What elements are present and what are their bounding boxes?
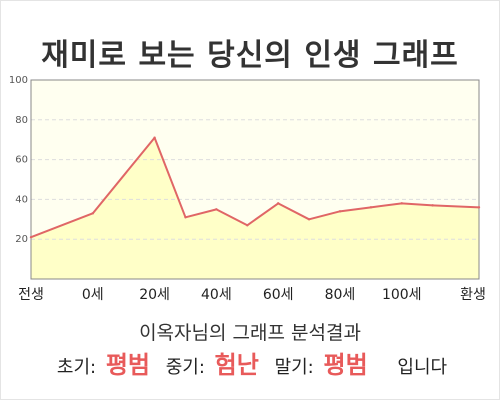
page-title: 재미로 보는 당신의 인생 그래프: [41, 38, 459, 73]
series-area: [31, 137, 479, 279]
late-phase-label: 말기:: [274, 357, 314, 378]
result-suffix: 입니다: [397, 357, 448, 378]
x-tick-label: 100세: [382, 287, 422, 303]
data-point: [307, 218, 311, 221]
early-phase-label: 초기:: [56, 357, 97, 378]
late-phase-value: 평범: [323, 351, 368, 379]
data-point: [91, 212, 94, 215]
y-tick-label: 20: [15, 234, 28, 245]
data-point: [153, 136, 156, 139]
data-point: [215, 208, 218, 211]
x-tick-label: 60세: [263, 287, 294, 303]
data-point: [29, 236, 33, 239]
y-tick-label: 80: [15, 115, 28, 126]
x-tick-label: 전생: [18, 287, 44, 303]
y-tick-label: 100: [9, 75, 28, 86]
data-point: [276, 202, 280, 205]
data-point: [369, 206, 373, 209]
analysis-result: 초기: 평범 중기: 험난 말기: 평범 입니다: [0, 345, 500, 380]
x-tick-label: 환생: [460, 287, 486, 303]
x-tick-label: 40세: [201, 287, 232, 303]
data-point: [431, 204, 434, 207]
plot-frame: [30, 79, 480, 280]
data-point: [477, 206, 481, 209]
data-point: [184, 216, 187, 219]
analysis-subtitle: 이옥자님의 그래프 분석결과: [139, 322, 361, 344]
data-point: [338, 210, 342, 213]
life-graph-chart: 20 40 60 80 100 전생 0세 20세 40세 60세 80세 100세 환생: [9, 75, 486, 303]
x-tick-label: 0세: [82, 287, 104, 303]
data-point: [246, 224, 249, 227]
x-tick-label: 20세: [139, 287, 170, 303]
x-tick-label: 80세: [325, 287, 356, 303]
data-point: [400, 202, 403, 205]
early-phase-value: 평범: [105, 351, 150, 379]
y-tick-label: 60: [15, 155, 28, 166]
y-tick-label: 40: [15, 194, 28, 205]
mid-phase-value: 험난: [214, 351, 259, 379]
mid-phase-label: 중기:: [165, 357, 205, 378]
